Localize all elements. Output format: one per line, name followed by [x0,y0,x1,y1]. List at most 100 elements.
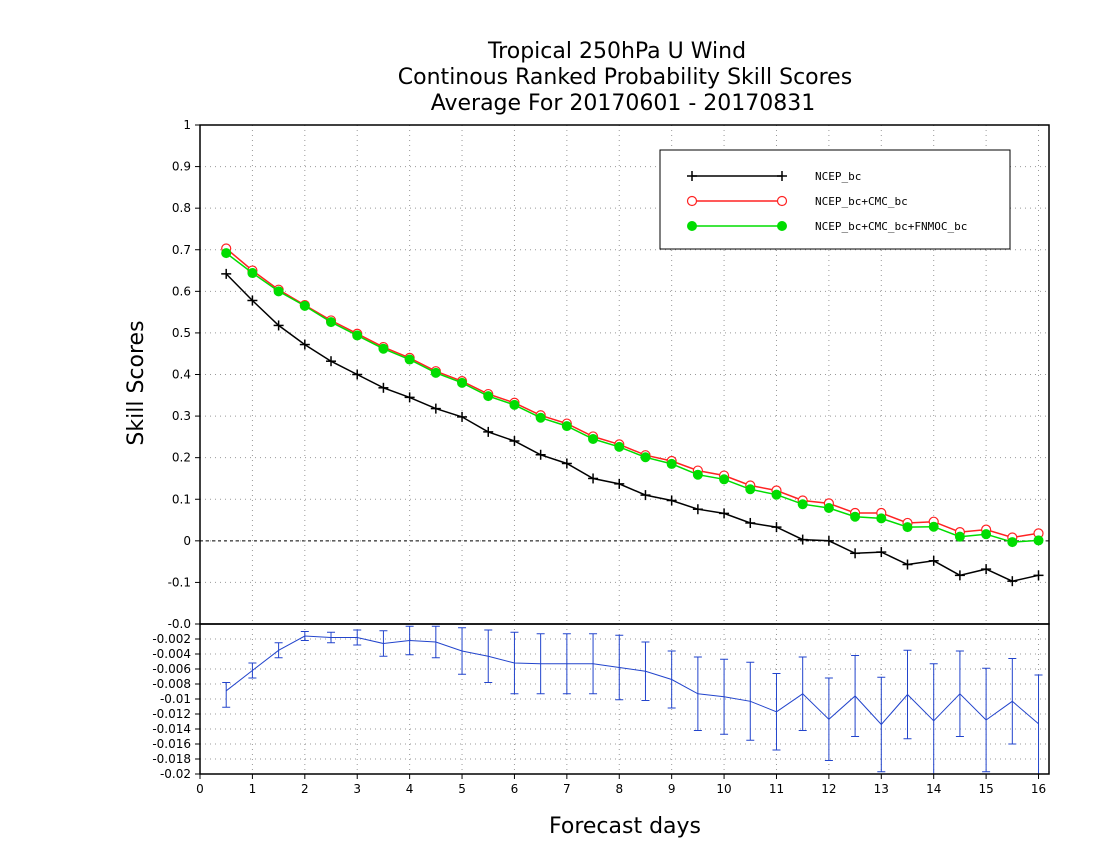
diff-error-bar [222,682,231,708]
chart-title-line-2: Continous Ranked Probability Skill Score… [398,65,852,90]
series-point-filled-circle [981,529,992,540]
diff-error-bar [667,650,676,709]
diff-error-bar [824,677,833,761]
diff-plot-y-ticks: -0.02-0.018-0.016-0.014-0.012-0.01-0.008… [152,617,200,781]
series-point-plus [692,504,703,515]
chart-title-line-1: Tropical 250hPa U Wind [487,39,746,64]
x-tick-label: 7 [563,782,571,796]
series-point-plus [404,392,415,403]
diff-error-bar [746,661,755,741]
series-point-plus [430,403,441,414]
series-point-plus [1007,576,1018,587]
series-point-filled-circle [588,433,599,444]
series-2 [221,243,1044,543]
diff-series-1 [222,625,1043,775]
diff-y-tick-label: -0.01 [160,692,191,706]
diff-y-tick-label: -0.018 [152,752,191,766]
series-point-filled-circle [561,421,572,432]
diff-error-bar [484,629,493,683]
series-1 [221,268,1044,587]
series-point-filled-circle [902,522,913,533]
diff-plot-series [222,625,1043,775]
series-point-filled-circle [954,531,965,542]
x-tick-label: 1 [249,782,257,796]
series-point-plus [823,535,834,546]
diff-y-tick-label: -0.002 [152,632,191,646]
series-point-filled-circle [1033,535,1044,546]
x-tick-label: 13 [874,782,889,796]
diff-y-tick-label: -0.02 [160,767,191,781]
legend-marker-open-circle [686,195,698,207]
series-point-filled-circle [378,343,389,354]
series-point-filled-circle [430,367,441,378]
main-plot-y-ticks: -0.1 0 0.1 0.2 0.3 0.4 0.5 0.6 0.7 0.8 0.9 1 [168,118,200,589]
legend-label: NCEP_bc+CMC_bc [815,195,908,208]
series-point-filled-circle [614,441,625,452]
series-point-filled-circle [273,286,284,297]
diff-error-bar [720,658,729,735]
x-tick-label: 10 [716,782,731,796]
main-y-tick-label: 1 [183,118,191,132]
series-point-plus [247,295,258,306]
x-axis-title: Forecast days [549,814,701,839]
x-tick-label: 14 [926,782,941,796]
diff-error-bar [274,642,283,659]
diff-y-tick-label: -0.016 [152,737,191,751]
series-point-plus [299,339,310,350]
legend-marker-filled-circle [687,221,697,231]
series-point-filled-circle [509,399,520,410]
series-point-filled-circle [928,521,939,532]
series-line-3 [225,252,1039,543]
diff-y-tick-label: -0.006 [152,662,191,676]
series-point-plus [457,411,468,422]
x-tick-label: 6 [511,782,519,796]
diff-error-bar [300,631,309,641]
series-point-filled-circle [823,502,834,513]
main-y-tick-label: 0.7 [172,243,191,257]
legend-label: NCEP_bc+CMC_bc+FNMOC_bc [815,220,967,233]
series-point-plus [509,436,520,447]
diff-plot-frame [199,623,1050,775]
diff-error-bar [955,650,964,737]
series-point-plus [378,382,389,393]
main-plot-series [221,243,1044,587]
series-line-2 [225,247,1039,539]
x-tick-label: 8 [615,782,623,796]
diff-error-bar [248,662,257,679]
diff-error-bar [772,673,781,751]
main-y-tick-label: 0 [183,534,191,548]
diff-error-bar [405,625,414,656]
series-point-filled-circle [299,300,310,311]
diff-y-tick-label: -0.004 [152,647,191,661]
series-line-1 [225,273,1039,582]
series-point-filled-circle [483,391,494,402]
x-tick-label: 2 [301,782,309,796]
diff-error-bar [903,649,912,740]
main-y-tick-label: -0.1 [168,575,191,589]
series-point-filled-circle [745,484,756,495]
legend-marker-open-circle [776,195,788,207]
main-y-tick-label: 0.1 [172,492,191,506]
series-point-filled-circle [876,513,887,524]
legend-entry-2: NCEP_bc+CMC_bc [686,195,908,208]
chart-titles: Tropical 250hPa U Wind Continous Ranked … [398,39,852,116]
series-point-filled-circle [640,452,651,463]
diff-plot-grid [200,624,1049,775]
series-3 [221,248,1044,548]
diff-error-bar [458,627,467,675]
series-point-filled-circle [666,458,677,469]
series-point-filled-circle [326,317,337,328]
legend-entry-3: NCEP_bc+CMC_bc+FNMOC_bc [687,220,967,233]
diff-error-bar [929,663,938,775]
x-tick-label: 15 [978,782,993,796]
diff-error-bar [589,633,598,695]
diff-error-bar [798,656,807,731]
series-point-plus [326,356,337,367]
series-point-filled-circle [719,474,730,485]
x-tick-label: 0 [196,782,204,796]
series-point-plus [954,570,965,581]
x-tick-label: 3 [353,782,361,796]
series-point-filled-circle [221,248,232,259]
series-point-plus [588,473,599,484]
